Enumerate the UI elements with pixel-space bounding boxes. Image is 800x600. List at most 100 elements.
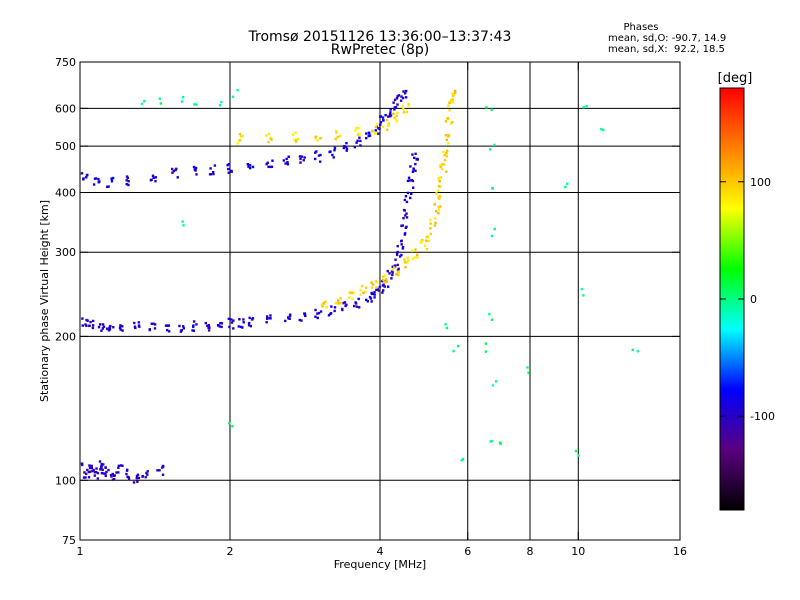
echo-point	[400, 239, 403, 242]
echo-point	[375, 288, 378, 292]
echo-point	[108, 328, 112, 331]
echo-point	[441, 163, 444, 166]
echo-point	[227, 171, 230, 174]
echo-point	[271, 159, 274, 162]
echo-point	[356, 133, 360, 136]
echo-point	[195, 173, 198, 176]
echo-point	[296, 137, 300, 141]
echo-point	[303, 312, 307, 315]
echo-point	[416, 256, 419, 259]
echo-point	[405, 200, 409, 204]
echo-point	[313, 157, 317, 161]
echo-point	[228, 422, 231, 425]
echo-point	[248, 316, 251, 320]
echo-point	[405, 216, 409, 219]
echo-point	[388, 272, 391, 275]
echo-point	[303, 156, 306, 159]
echo-point	[218, 325, 221, 328]
echo-point	[345, 303, 348, 307]
echo-point	[195, 323, 198, 326]
echo-point	[414, 152, 417, 155]
echo-point	[315, 150, 318, 153]
echo-point	[345, 141, 348, 145]
echo-point	[118, 326, 122, 330]
echo-point	[145, 471, 148, 475]
echo-point	[411, 186, 415, 189]
echo-point	[386, 285, 390, 288]
echo-point	[359, 139, 362, 143]
echo-point	[356, 139, 359, 142]
echo-point	[493, 143, 496, 147]
x-tick-label: 10	[571, 545, 585, 558]
echo-point	[110, 475, 113, 478]
echo-point	[319, 153, 322, 157]
x-tick-label: 2	[227, 545, 234, 558]
echo-point	[152, 322, 155, 325]
echo-point	[227, 167, 230, 171]
echo-point	[132, 481, 136, 484]
echo-point	[294, 140, 298, 144]
echo-point	[373, 293, 376, 296]
echo-point	[425, 239, 428, 242]
echo-point	[636, 350, 640, 353]
echo-point	[108, 326, 111, 329]
echo-point	[171, 171, 174, 174]
echo-point	[434, 210, 438, 213]
echo-point	[204, 321, 207, 325]
echo-point	[406, 256, 409, 259]
echo-point	[493, 227, 496, 231]
echo-point	[446, 117, 449, 120]
echo-point	[389, 108, 392, 111]
echo-point	[247, 165, 250, 168]
echo-point	[357, 306, 361, 309]
echo-point	[82, 177, 85, 180]
echo-point	[80, 172, 84, 175]
echo-point	[270, 165, 274, 168]
echo-point	[342, 146, 346, 150]
echo-point	[232, 327, 235, 330]
echo-point	[178, 324, 181, 328]
echo-point	[411, 170, 415, 173]
echo-point	[96, 477, 100, 480]
echo-point	[397, 270, 401, 274]
echo-point	[355, 141, 358, 144]
echo-point	[370, 281, 373, 284]
echo-point	[412, 167, 415, 170]
echo-point	[133, 321, 136, 325]
echo-point	[369, 297, 373, 300]
echo-point	[381, 116, 385, 119]
echo-point	[450, 122, 453, 125]
chart-header: Tromsø 20151126 13:36:00–13:37:43 RwPret…	[248, 22, 727, 58]
echo-point	[365, 286, 368, 289]
echo-point	[140, 102, 144, 106]
echo-point	[89, 320, 92, 324]
echo-point	[182, 325, 185, 328]
echo-point	[359, 144, 362, 147]
echo-point	[286, 161, 289, 164]
echo-point	[600, 127, 603, 131]
echo-point	[111, 478, 115, 481]
echo-point	[410, 192, 413, 196]
echo-point	[112, 325, 115, 329]
echo-point	[357, 127, 361, 130]
echo-point	[447, 142, 450, 145]
echo-point	[402, 208, 406, 212]
echo-point	[212, 172, 215, 176]
echo-point	[337, 299, 340, 302]
echo-point	[382, 275, 385, 278]
echo-point	[445, 138, 449, 142]
echo-point	[115, 471, 118, 474]
echo-point	[448, 108, 451, 112]
echo-point	[127, 180, 130, 183]
echo-point	[411, 153, 414, 156]
echo-point	[438, 197, 441, 201]
echo-point	[238, 139, 241, 142]
colorbar-ticks: 100 0 -100	[720, 176, 775, 423]
echo-point	[98, 323, 102, 326]
echo-point	[92, 468, 95, 472]
colorbar-tick-label: 0	[750, 293, 757, 306]
echo-point	[451, 98, 454, 101]
echo-point	[242, 318, 245, 321]
echo-point	[400, 253, 403, 257]
echo-point	[293, 138, 296, 142]
